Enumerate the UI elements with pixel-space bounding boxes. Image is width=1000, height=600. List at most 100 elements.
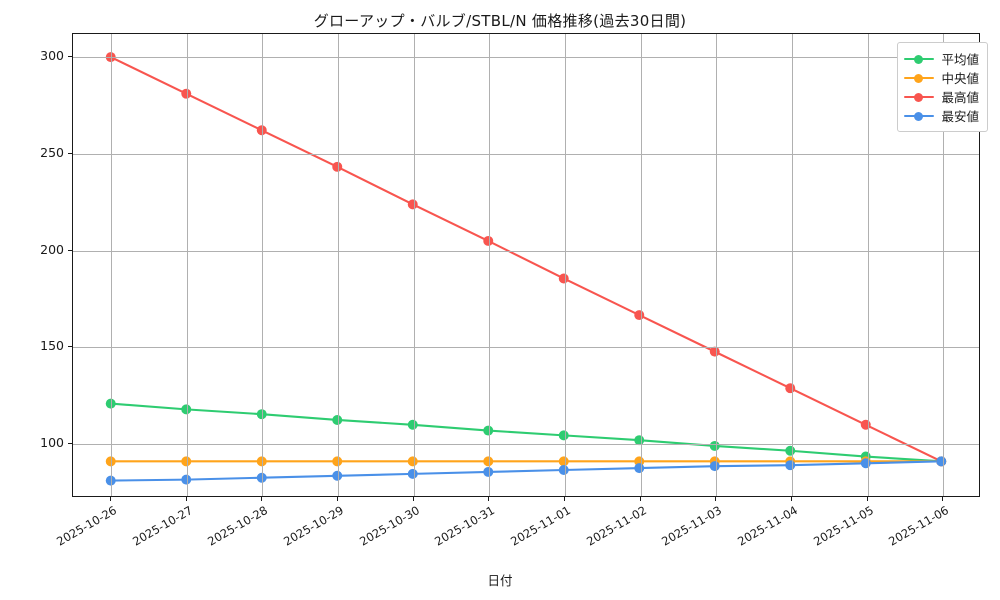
x-tick-mark <box>412 497 414 501</box>
y-tick-mark <box>68 442 72 444</box>
chart-legend: 平均値中央値最高値 最安値 <box>897 42 988 132</box>
gridline-vertical <box>413 34 415 496</box>
data-point-marker <box>256 472 267 483</box>
x-tick-mark <box>790 497 792 501</box>
gridline-horizontal <box>73 250 979 252</box>
data-point-marker <box>181 404 192 415</box>
series-line-平均値 <box>109 402 943 463</box>
data-point-marker <box>558 430 569 441</box>
data-point-marker <box>332 470 343 481</box>
gridline-vertical <box>186 34 188 496</box>
data-point-marker <box>105 475 116 486</box>
gridline-vertical <box>110 34 112 496</box>
x-axis-label: 日付 <box>487 573 513 588</box>
data-point-marker <box>558 465 569 475</box>
x-tick-mark <box>261 497 263 501</box>
data-point-marker <box>634 463 645 474</box>
data-point-marker <box>860 419 871 430</box>
legend-item-最安値[interactable]: 最安値 <box>904 106 979 125</box>
plot-area <box>72 33 980 497</box>
y-tick-label: 200 <box>40 241 64 257</box>
legend-swatch-icon <box>904 91 935 103</box>
data-point-marker <box>483 456 494 467</box>
data-point-marker <box>105 52 116 63</box>
gridline-vertical <box>337 34 339 496</box>
data-point-marker <box>407 199 418 210</box>
data-point-marker <box>256 409 267 420</box>
x-tick-mark <box>488 497 490 501</box>
x-tick-label: 2025-11-04 <box>734 503 800 549</box>
x-tick-mark <box>942 497 944 501</box>
data-point-marker <box>181 88 192 99</box>
data-point-marker <box>181 456 192 467</box>
data-point-marker <box>483 466 494 477</box>
legend-item-最高値[interactable]: 最高値 <box>904 87 979 106</box>
x-tick-label: 2025-11-01 <box>507 503 573 549</box>
data-point-marker <box>407 419 418 430</box>
data-point-marker <box>936 456 947 467</box>
gridline-vertical <box>867 34 869 496</box>
data-point-marker <box>407 456 418 467</box>
y-tick-mark <box>68 56 72 58</box>
gridline-horizontal <box>73 57 979 59</box>
data-point-marker <box>785 383 796 394</box>
legend-swatch-icon <box>904 53 935 65</box>
x-tick-label: 2025-10-29 <box>280 503 346 549</box>
data-point-marker <box>860 458 871 469</box>
y-axis-label: 値 (円) <box>0 213 2 252</box>
y-tick-label: 150 <box>40 338 64 354</box>
data-point-marker <box>483 425 494 436</box>
x-tick-label: 2025-10-30 <box>356 503 422 549</box>
data-point-marker <box>181 474 192 485</box>
gridline-horizontal <box>73 443 979 445</box>
chart-title: グローアップ・バルブ/STBL/N 価格推移(過去30日間) <box>313 12 687 30</box>
data-point-marker <box>407 468 418 479</box>
data-point-marker <box>709 461 720 472</box>
x-tick-label: 2025-10-28 <box>205 503 271 549</box>
series-lines-layer <box>105 52 947 486</box>
gridline-vertical <box>262 34 264 496</box>
data-point-marker <box>332 414 343 425</box>
legend-label: 最高値 <box>941 90 979 105</box>
gridline-horizontal <box>73 347 979 349</box>
gridline-horizontal <box>73 153 979 155</box>
gridline-vertical <box>716 34 718 496</box>
x-tick-label: 2025-10-26 <box>53 503 119 549</box>
y-tick-label: 250 <box>40 144 64 160</box>
data-point-marker <box>709 440 720 451</box>
y-tick-mark <box>68 346 72 348</box>
y-tick-label: 300 <box>40 48 64 64</box>
x-tick-label: 2025-11-06 <box>886 503 952 549</box>
x-tick-mark <box>109 497 111 501</box>
legend-item-中央値[interactable]: 中央値 <box>904 68 979 87</box>
y-tick-mark <box>68 249 72 251</box>
data-point-marker <box>256 125 267 136</box>
legend-item-平均値[interactable]: 平均値 <box>904 49 979 68</box>
data-point-marker <box>256 456 267 467</box>
x-tick-label: 2025-10-27 <box>129 503 195 549</box>
gridline-vertical <box>489 34 491 496</box>
series-line-最高値 <box>109 56 943 463</box>
data-point-marker <box>105 398 116 409</box>
legend-swatch-icon <box>904 72 935 84</box>
x-tick-label: 2025-10-31 <box>432 503 498 549</box>
data-point-marker <box>558 273 569 284</box>
x-tick-label: 2025-11-03 <box>659 503 725 549</box>
gridline-vertical <box>791 34 793 496</box>
y-tick-mark <box>68 152 72 154</box>
data-point-marker <box>332 161 343 172</box>
x-tick-mark <box>185 497 187 501</box>
series-line-最安値 <box>109 460 943 482</box>
data-point-marker <box>558 456 569 467</box>
data-point-marker <box>483 235 494 246</box>
gridline-vertical <box>564 34 566 496</box>
data-point-marker <box>634 435 645 446</box>
x-tick-label: 2025-11-02 <box>583 503 649 549</box>
legend-label: 中央値 <box>941 71 979 86</box>
x-tick-mark <box>866 497 868 501</box>
x-tick-mark <box>563 497 565 501</box>
y-tick-label: 100 <box>40 434 64 450</box>
data-point-marker <box>105 456 116 467</box>
data-point-marker <box>785 460 796 471</box>
legend-label: 平均値 <box>941 52 979 67</box>
